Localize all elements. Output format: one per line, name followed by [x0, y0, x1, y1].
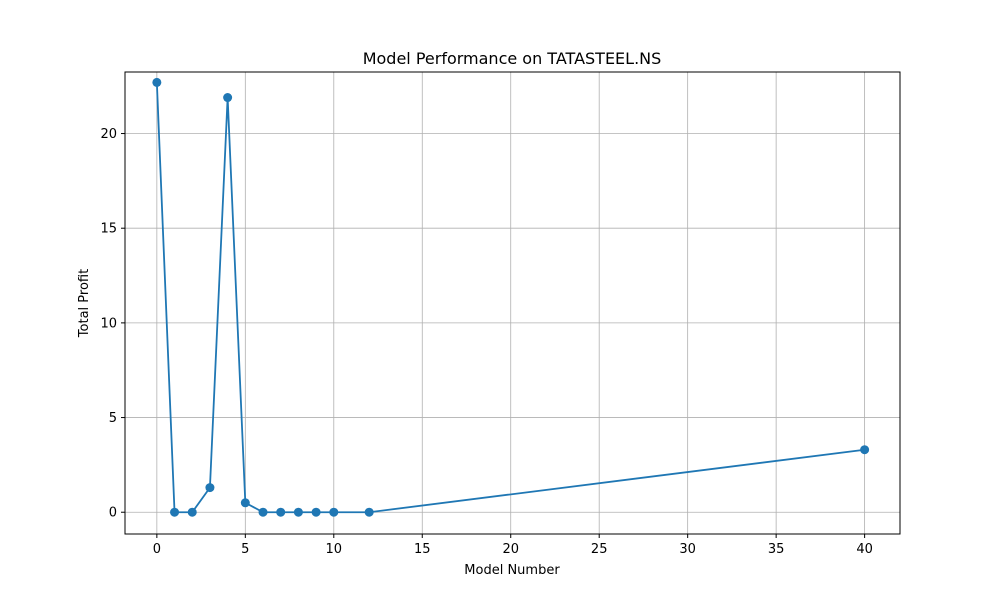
y-axis-label: Total Profit — [77, 269, 92, 338]
data-point — [293, 507, 303, 517]
x-axis-label: Model Number — [464, 563, 560, 578]
plot-data — [152, 77, 870, 517]
x-tick-label: 40 — [856, 542, 873, 557]
data-point — [170, 507, 180, 517]
data-point — [258, 507, 268, 517]
plot-frame — [124, 71, 901, 535]
grid — [125, 72, 900, 534]
ticks: 0 5 10 15 20 25 30 35 40 0 5 10 15 20 — [100, 127, 872, 557]
data-point — [205, 483, 215, 493]
y-tick-label: 5 — [109, 411, 117, 426]
data-point — [240, 498, 250, 508]
y-tick-label: 0 — [109, 506, 117, 521]
x-tick-label: 0 — [153, 542, 161, 557]
x-tick-label: 25 — [591, 542, 608, 557]
data-point — [276, 507, 286, 517]
y-tick-label: 10 — [100, 316, 117, 331]
data-point — [329, 507, 339, 517]
data-point — [223, 93, 233, 103]
x-tick-label: 15 — [414, 542, 431, 557]
data-point — [364, 507, 374, 517]
y-tick-label: 15 — [100, 222, 117, 237]
x-tick-label: 30 — [679, 542, 696, 557]
x-tick-label: 10 — [326, 542, 343, 557]
data-point — [152, 77, 162, 87]
x-tick-label: 5 — [241, 542, 249, 557]
y-tick-label: 20 — [100, 127, 117, 142]
chart-title: Model Performance on TATASTEEL.NS — [363, 49, 662, 68]
data-point — [187, 507, 197, 517]
x-tick-label: 35 — [768, 542, 785, 557]
data-point — [311, 507, 321, 517]
data-point — [860, 445, 870, 455]
x-tick-label: 20 — [502, 542, 519, 557]
